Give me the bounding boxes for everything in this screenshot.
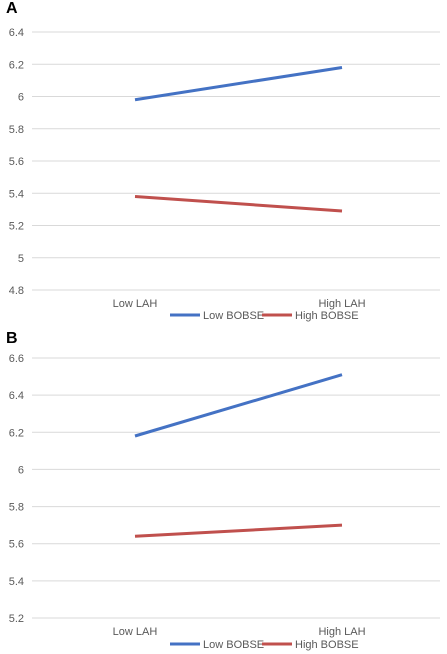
chart-a-svg: 4.8 5 5.2 5.4 5.6 5.8 6 6.2 6.4 Low LAH High LAH Lo…: [9, 27, 440, 322]
legend-label-b-1: High BOBSE: [295, 639, 359, 651]
chart-b-svg: 5.2 5.4 5.6 5.8 6 6.2 6.4 6.6 Low LAH High LAH Low…: [9, 353, 440, 651]
panel-label-a: A: [6, 0, 18, 17]
x-tick-label-a-1: High LAH: [318, 298, 365, 310]
series-line-b-high-bobse: [134, 523, 343, 538]
x-tick-label-b-0: Low LAH: [113, 626, 158, 638]
y-tick-label-a-2: 5.2: [9, 221, 24, 233]
y-tick-label-b-6: 6.4: [9, 390, 24, 402]
y-tick-label-b-5: 6.2: [9, 427, 24, 439]
chart-panel-a: A 4.8 5 5.2 5.4 5.6 5.8 6 6.2 6.4 Low LAH High LAH…: [6, 0, 440, 322]
y-tick-label-b-7: 6.6: [9, 353, 24, 365]
y-tick-label-b-1: 5.4: [9, 576, 24, 588]
y-tick-label-a-5: 5.8: [9, 124, 24, 136]
y-tick-label-b-3: 5.8: [9, 502, 24, 514]
legend-label-a-1: High BOBSE: [295, 310, 359, 322]
legend-label-b-0: Low BOBSE: [203, 639, 264, 651]
series-line-b-low-bobse: [134, 373, 343, 438]
x-tick-label-a-0: Low LAH: [113, 298, 158, 310]
y-tick-label-a-0: 4.8: [9, 285, 24, 297]
y-tick-label-b-2: 5.6: [9, 539, 24, 551]
legend-label-a-0: Low BOBSE: [203, 310, 264, 322]
y-tick-label-a-6: 6: [18, 92, 24, 104]
y-tick-label-a-8: 6.4: [9, 27, 24, 39]
y-tick-label-a-7: 6.2: [9, 59, 24, 71]
y-tick-label-b-0: 5.2: [9, 613, 24, 625]
y-tick-label-b-4: 6: [18, 464, 24, 476]
y-tick-label-a-1: 5: [18, 253, 24, 265]
x-tick-label-b-1: High LAH: [318, 626, 365, 638]
y-tick-label-a-4: 5.6: [9, 156, 24, 168]
y-tick-label-a-3: 5.4: [9, 188, 24, 200]
series-line-a-low-bobse: [134, 65, 343, 102]
chart-panel-b: B 5.2 5.4 5.6 5.8 6 6.2 6.4 6.6 Low LAH High LAH L…: [0, 330, 447, 654]
panel-label-b: B: [6, 330, 18, 347]
series-line-a-high-bobse: [134, 194, 343, 213]
